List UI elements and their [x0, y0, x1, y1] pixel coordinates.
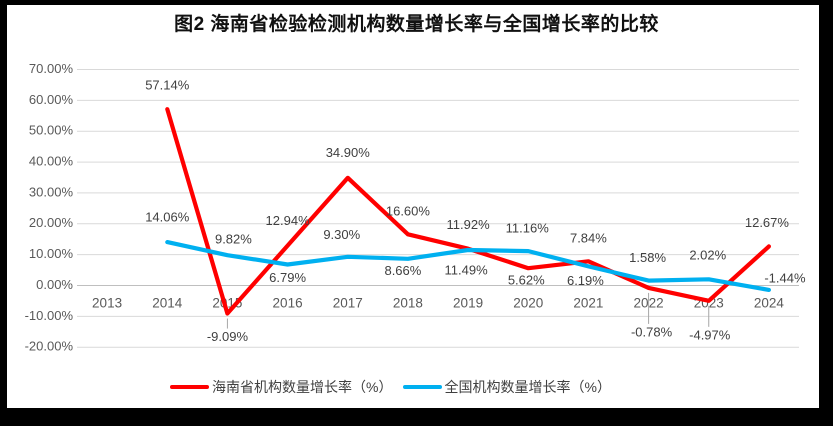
data-label-national-2017: 9.30%	[323, 227, 360, 242]
data-label-national-2024: -1.44%	[764, 270, 806, 285]
y-axis-tick-label: 0.00%	[36, 277, 73, 292]
legend-line-swatch-national	[402, 384, 442, 390]
x-axis-tick-label-2024: 2024	[754, 296, 785, 311]
x-axis-tick-label-2019: 2019	[453, 296, 483, 311]
series-line-hainan	[165, 107, 772, 316]
gridlines-group	[77, 69, 799, 348]
y-axis-tick-label: 50.00%	[29, 123, 74, 138]
chart-legend: 海南省机构数量增长率（%） 全国机构数量增长率（%）	[0, 377, 807, 397]
y-axis: 70.00% 60.00% 50.00% 40.00% 30.00% 20.00% 10.0…	[25, 61, 74, 354]
data-label-national-2019: 11.49%	[445, 262, 489, 277]
series-line-national	[165, 240, 772, 292]
data-label-national-2018: 8.66%	[384, 263, 421, 278]
data-label-hainan-2017: 34.90%	[326, 145, 371, 160]
data-labels-group: 57.14% -9.09% 12.94% 34.90% 16.60% 11.92% 5.62…	[145, 78, 806, 344]
x-axis-tick-label-2018: 2018	[393, 296, 423, 311]
data-label-hainan-2023: -4.97%	[689, 327, 731, 342]
legend-label-national: 全国机构数量增长率（%）	[444, 379, 611, 395]
legend-label-hainan: 海南省机构数量增长率（%）	[212, 379, 393, 395]
y-axis-tick-label: -10.00%	[25, 308, 74, 323]
data-label-national-2021: 6.19%	[567, 273, 604, 288]
chart-title: 图2 海南省检验检测机构数量增长率与全国增长率的比较	[174, 14, 659, 35]
y-axis-tick-label: 60.00%	[29, 92, 74, 107]
data-label-hainan-2014: 57.14%	[145, 78, 190, 93]
data-label-hainan-2021: 7.84%	[570, 231, 607, 246]
data-label-hainan-2022: -0.78%	[631, 324, 673, 339]
x-axis-tick-label-2021: 2021	[573, 296, 603, 311]
x-axis-tick-label-2014: 2014	[152, 296, 183, 311]
x-axis-tick-label-2016: 2016	[273, 296, 303, 311]
data-label-hainan-2015: -9.09%	[207, 329, 249, 344]
legend-line-swatch-hainan	[170, 384, 210, 390]
data-label-hainan-2018: 16.60%	[386, 204, 431, 219]
y-axis-tick-label: 30.00%	[29, 184, 74, 199]
legend-item-national: 全国机构数量增长率（%）	[402, 377, 611, 397]
data-label-national-2022: 1.58%	[629, 250, 666, 265]
y-axis-tick-label: 70.00%	[29, 61, 74, 76]
y-axis-tick-label: 20.00%	[29, 215, 74, 230]
label-leader-lines-group	[226, 292, 710, 329]
y-axis-tick-label: -20.00%	[25, 339, 74, 354]
chart-canvas	[7, 5, 819, 408]
data-label-national-2016: 6.79%	[269, 270, 306, 285]
y-axis-tick-label: 40.00%	[29, 154, 74, 169]
data-label-hainan-2024: 12.67%	[745, 215, 790, 230]
data-label-hainan-2016: 12.94%	[266, 213, 311, 228]
x-axis-tick-label-2013: 2013	[92, 296, 122, 311]
x-axis-tick-label-2017: 2017	[333, 296, 363, 311]
series-lines-group	[165, 107, 772, 316]
data-label-hainan-2019: 11.92%	[447, 217, 491, 232]
data-label-national-2015: 9.82%	[215, 232, 252, 247]
y-axis-tick-label: 10.00%	[29, 246, 74, 261]
data-label-national-2020: 11.16%	[506, 221, 550, 236]
x-axis: 2013 2014 2015 2016 2017 2018 2019 2020 2021 2022…	[92, 296, 784, 311]
data-label-hainan-2020: 5.62%	[508, 273, 545, 288]
x-axis-tick-label-2020: 2020	[513, 296, 543, 311]
data-label-national-2014: 14.06%	[145, 210, 190, 225]
data-label-national-2023: 2.02%	[689, 248, 726, 263]
legend-item-hainan: 海南省机构数量增长率（%）	[170, 377, 393, 397]
